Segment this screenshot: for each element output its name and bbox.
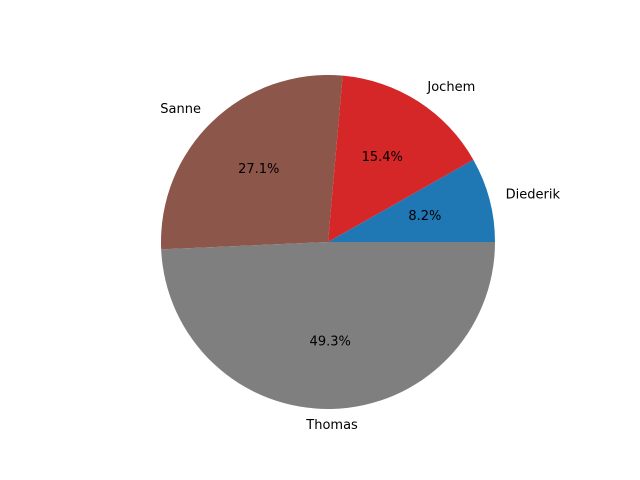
pie-slices	[161, 75, 496, 410]
slice-percent-thomas: 49.3%	[310, 335, 351, 350]
slice-label-thomas: Thomas	[305, 418, 358, 433]
slice-label-jochem: Jochem	[426, 80, 475, 95]
slice-percent-sanne: 27.1%	[238, 162, 279, 177]
pie-slice-diederik	[328, 159, 496, 242]
pie-slice-sanne	[161, 75, 343, 250]
pie-labels: Diederik 8.2% Jochem 15.4% Sanne 27.1% Thomas 4…	[160, 80, 560, 433]
slice-label-diederik: Diederik	[506, 188, 561, 203]
slice-percent-diederik: 8.2%	[408, 209, 441, 224]
pie-slice-thomas	[161, 242, 495, 410]
slice-label-sanne: Sanne	[160, 102, 201, 117]
pie-slice-jochem	[328, 75, 474, 242]
slice-percent-jochem: 15.4%	[362, 150, 403, 165]
